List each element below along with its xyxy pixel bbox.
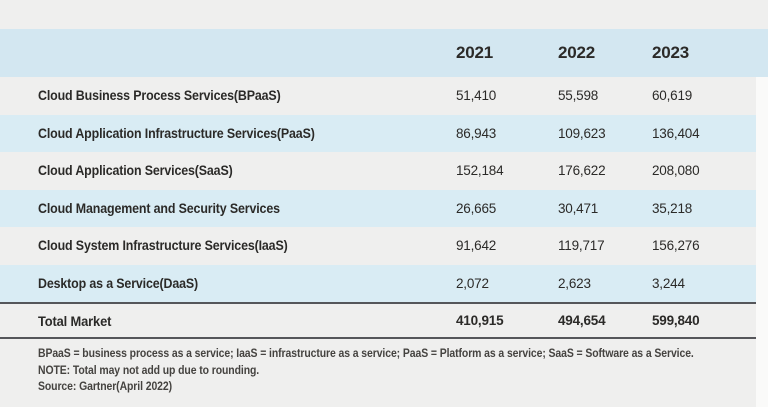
table-row-paas: Cloud Application Infrastructure Service… (0, 114, 756, 152)
total-value: 599,840 (652, 313, 700, 328)
table-total-row: Total Market 410,915 494,654 599,840 (0, 302, 756, 339)
footnote-rounding: NOTE: Total may not add up due to roundi… (38, 362, 260, 377)
cell-value: 86,943 (456, 125, 497, 141)
row-label: Cloud Application Services(SaaS) (38, 163, 233, 179)
total-value: 494,654 (558, 313, 606, 328)
cell-value: 109,623 (558, 125, 606, 141)
cell-value: 55,598 (558, 88, 599, 104)
row-label: Cloud Application Infrastructure Service… (38, 125, 315, 141)
table-header-row: 2021 2022 2023 (0, 29, 768, 77)
cell-value: 3,244 (652, 275, 685, 291)
cell-value: 2,072 (456, 275, 489, 291)
cell-value: 156,276 (652, 238, 700, 254)
table-row-iaas: Cloud System Infrastructure Services(Iaa… (0, 227, 756, 265)
column-header-2022: 2022 (558, 43, 596, 62)
cell-value: 35,218 (652, 200, 693, 216)
table-body: Cloud Business Process Services(BPaaS) 5… (0, 77, 756, 302)
cell-value: 176,622 (558, 163, 606, 179)
cell-value: 119,717 (558, 238, 605, 254)
total-label: Total Market (38, 312, 112, 329)
cell-value: 152,184 (456, 163, 504, 179)
table-row-saas: Cloud Application Services(SaaS) 152,184… (0, 152, 756, 190)
table-row-management-security: Cloud Management and Security Services 2… (0, 189, 756, 227)
page-right-margin (756, 77, 768, 407)
cell-value: 60,619 (652, 88, 693, 104)
column-header-2023: 2023 (652, 43, 690, 62)
column-header-2021: 2021 (456, 43, 494, 62)
cell-value: 136,404 (652, 125, 700, 141)
total-value: 410,915 (456, 313, 504, 328)
row-label: Cloud Business Process Services(BPaaS) (38, 88, 281, 104)
cell-value: 30,471 (558, 200, 599, 216)
cell-value: 51,410 (456, 88, 497, 104)
cell-value: 91,642 (456, 238, 497, 254)
table-row-bpaas: Cloud Business Process Services(BPaaS) 5… (0, 77, 756, 115)
row-label: Cloud System Infrastructure Services(Iaa… (38, 238, 288, 254)
row-label: Desktop as a Service(DaaS) (38, 275, 199, 291)
cell-value: 26,665 (456, 200, 497, 216)
cell-value: 208,080 (652, 163, 700, 179)
footnotes: BPaaS = business process as a service; I… (38, 345, 694, 395)
footnote-source: Source: Gartner(April 2022) (38, 379, 172, 393)
cell-value: 2,623 (558, 275, 591, 291)
row-label: Cloud Management and Security Services (38, 200, 280, 216)
footnote-abbreviations: BPaaS = business process as a service; I… (38, 346, 694, 360)
table-row-daas: Desktop as a Service(DaaS) 2,072 2,623 3… (0, 264, 756, 302)
